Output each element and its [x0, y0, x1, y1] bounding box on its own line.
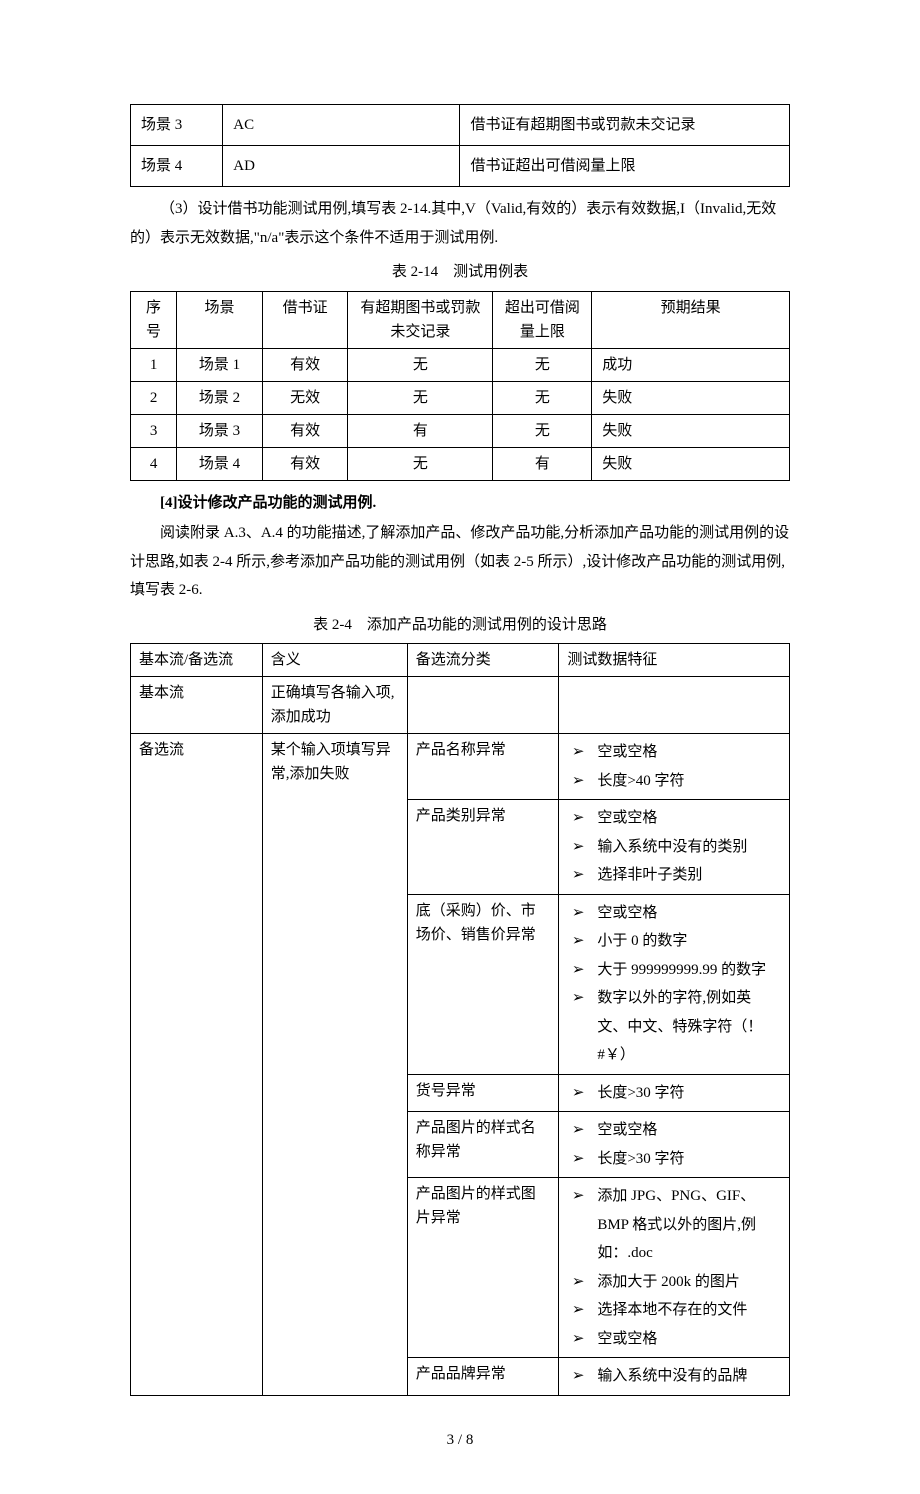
table-cell: 产品图片的样式名称异常	[407, 1112, 559, 1178]
table-cell: 无	[348, 447, 493, 480]
table-cell: 场景 2	[177, 381, 263, 414]
table-row: 2场景 2无效无无失败	[131, 381, 790, 414]
table-cell	[407, 677, 559, 734]
table-cell: 场景 3	[177, 414, 263, 447]
table-row: 3场景 3有效有无失败	[131, 414, 790, 447]
table-cell: 1	[131, 348, 177, 381]
table-cell: 3	[131, 414, 177, 447]
page-footer: 3 / 8	[130, 1426, 790, 1455]
table-cell: 产品品牌异常	[407, 1358, 559, 1396]
table-header: 场景	[177, 291, 263, 348]
table-row: 4场景 4有效无有失败	[131, 447, 790, 480]
list-item: 选择非叶子类别	[567, 861, 781, 890]
table-cell: 添加 JPG、PNG、GIF、BMP 格式以外的图片,例如：.doc添加大于 2…	[559, 1178, 790, 1358]
table-cell: 有	[493, 447, 592, 480]
list-item: 空或空格	[567, 1116, 781, 1145]
list-item: 添加 JPG、PNG、GIF、BMP 格式以外的图片,例如：.doc	[567, 1182, 781, 1268]
table-cell: 产品图片的样式图片异常	[407, 1178, 559, 1358]
table-cell: 无	[348, 381, 493, 414]
list-item: 数字以外的字符,例如英文、中文、特殊字符（！#￥）	[567, 984, 781, 1070]
list-item: 空或空格	[567, 738, 781, 767]
table-cell: 底（采购）价、市场价、销售价异常	[407, 894, 559, 1074]
table-cell: 成功	[592, 348, 790, 381]
list-item: 长度>30 字符	[567, 1079, 781, 1108]
table-cell: 4	[131, 447, 177, 480]
table-cell: 无	[493, 414, 592, 447]
table-row: 备选流某个输入项填写异常,添加失败产品名称异常空或空格长度>40 字符	[131, 734, 790, 800]
table-cell: 无效	[262, 381, 348, 414]
table-header: 超出可借阅量上限	[493, 291, 592, 348]
heading-4: [4]设计修改产品功能的测试用例.	[130, 489, 790, 518]
list-item: 长度>30 字符	[567, 1145, 781, 1174]
table-cell: 有	[348, 414, 493, 447]
table-header: 备选流分类	[407, 644, 559, 677]
table-header: 测试数据特征	[559, 644, 790, 677]
table-cell: 失败	[592, 414, 790, 447]
table-2-4-caption: 表 2-4 添加产品功能的测试用例的设计思路	[130, 611, 790, 640]
table-header: 基本流/备选流	[131, 644, 263, 677]
test-case-table: 序号场景借书证有超期图书或罚款未交记录超出可借阅量上限预期结果 1场景 1有效无…	[130, 291, 790, 481]
table-cell: 空或空格长度>40 字符	[559, 734, 790, 800]
table-cell: 空或空格长度>30 字符	[559, 1112, 790, 1178]
table-2-14-caption: 表 2-14 测试用例表	[130, 258, 790, 287]
table-cell: 2	[131, 381, 177, 414]
table-cell: 长度>30 字符	[559, 1074, 790, 1112]
table-cell: 货号异常	[407, 1074, 559, 1112]
table-row: 场景 3AC借书证有超期图书或罚款未交记录	[131, 105, 790, 146]
scenario-table: 场景 3AC借书证有超期图书或罚款未交记录场景 4AD借书证超出可借阅量上限	[130, 104, 790, 187]
table-header: 有超期图书或罚款未交记录	[348, 291, 493, 348]
table-cell: 基本流	[131, 677, 263, 734]
table-cell: 无	[493, 381, 592, 414]
list-item: 长度>40 字符	[567, 767, 781, 796]
table-header: 含义	[262, 644, 407, 677]
table-cell: 无	[493, 348, 592, 381]
table-cell: 场景 3	[131, 105, 223, 146]
paragraph-4: 阅读附录 A.3、A.4 的功能描述,了解添加产品、修改产品功能,分析添加产品功…	[130, 519, 790, 605]
table-cell: 场景 1	[177, 348, 263, 381]
table-cell: 场景 4	[177, 447, 263, 480]
list-item: 输入系统中没有的类别	[567, 833, 781, 862]
table-cell: 输入系统中没有的品牌	[559, 1358, 790, 1396]
list-item: 输入系统中没有的品牌	[567, 1362, 781, 1391]
table-header: 预期结果	[592, 291, 790, 348]
table-header: 序号	[131, 291, 177, 348]
table-cell: 无	[348, 348, 493, 381]
table-cell: 有效	[262, 447, 348, 480]
table-cell: 产品名称异常	[407, 734, 559, 800]
list-item: 选择本地不存在的文件	[567, 1296, 781, 1325]
table-cell: AC	[223, 105, 460, 146]
table-cell: AD	[223, 146, 460, 187]
list-item: 添加大于 200k 的图片	[567, 1268, 781, 1297]
table-cell	[559, 677, 790, 734]
table-cell: 有效	[262, 348, 348, 381]
table-cell: 借书证超出可借阅量上限	[460, 146, 790, 187]
design-thinking-table: 基本流/备选流含义备选流分类测试数据特征 基本流正确填写各输入项,添加成功备选流…	[130, 643, 790, 1396]
table-cell: 场景 4	[131, 146, 223, 187]
table-header: 借书证	[262, 291, 348, 348]
table-row: 1场景 1有效无无成功	[131, 348, 790, 381]
table-row: 基本流正确填写各输入项,添加成功	[131, 677, 790, 734]
table-row: 场景 4AD借书证超出可借阅量上限	[131, 146, 790, 187]
table-cell: 失败	[592, 381, 790, 414]
list-item: 空或空格	[567, 1325, 781, 1354]
table-cell: 某个输入项填写异常,添加失败	[262, 734, 407, 1396]
table-cell: 空或空格小于 0 的数字大于 999999999.99 的数字数字以外的字符,例…	[559, 894, 790, 1074]
table-cell: 失败	[592, 447, 790, 480]
list-item: 空或空格	[567, 899, 781, 928]
list-item: 空或空格	[567, 804, 781, 833]
table-cell: 产品类别异常	[407, 800, 559, 895]
list-item: 大于 999999999.99 的数字	[567, 956, 781, 985]
paragraph-3: （3）设计借书功能测试用例,填写表 2-14.其中,V（Valid,有效的）表示…	[130, 195, 790, 252]
table-cell: 借书证有超期图书或罚款未交记录	[460, 105, 790, 146]
table-cell: 空或空格输入系统中没有的类别选择非叶子类别	[559, 800, 790, 895]
list-item: 小于 0 的数字	[567, 927, 781, 956]
table-cell: 备选流	[131, 734, 263, 1396]
table-cell: 有效	[262, 414, 348, 447]
table-cell: 正确填写各输入项,添加成功	[262, 677, 407, 734]
